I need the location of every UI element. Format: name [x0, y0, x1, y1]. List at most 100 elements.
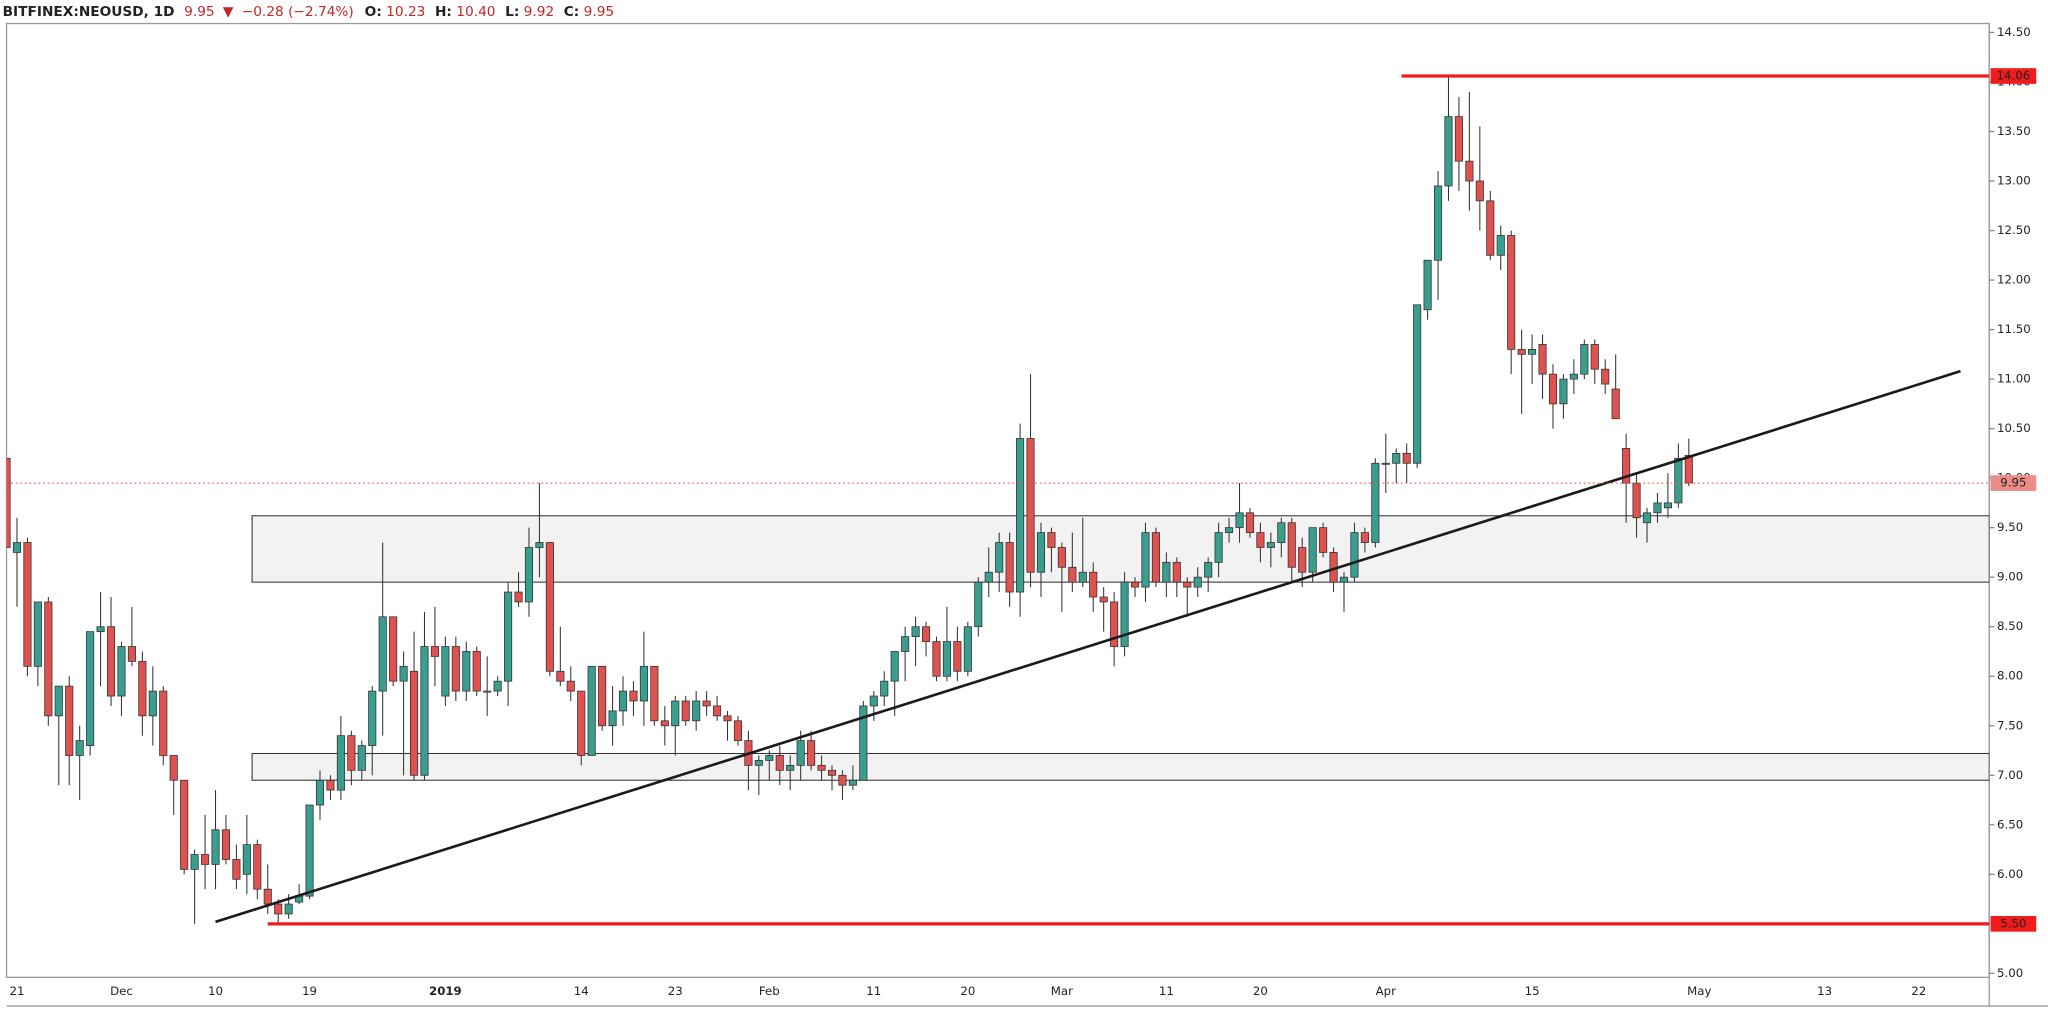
- candle-body: [921, 626, 931, 642]
- candle-body: [765, 755, 774, 761]
- level-label-box: [1990, 68, 2037, 84]
- candle-body: [127, 646, 136, 662]
- y-tick-label: 11.50: [1997, 322, 2031, 336]
- x-tick-label: 10: [208, 984, 223, 998]
- level-label: 5.50: [2000, 916, 2026, 930]
- candle-body: [1423, 259, 1432, 311]
- candle-body: [169, 755, 178, 781]
- change: −0.28 (−2.74%): [242, 4, 354, 20]
- candle-body: [963, 626, 972, 672]
- candle-body: [713, 705, 722, 717]
- candle-body: [901, 636, 910, 652]
- high-value: 10.40: [456, 4, 495, 20]
- x-tick-label: 2019: [429, 984, 462, 998]
- candle-body: [1089, 571, 1098, 598]
- candle-body: [368, 690, 377, 746]
- candle-body: [483, 690, 492, 693]
- candle-body: [848, 779, 857, 786]
- candle-body: [1350, 532, 1359, 578]
- candle-body: [786, 764, 795, 771]
- candle-body: [1151, 532, 1160, 583]
- candle-body: [1172, 561, 1181, 583]
- zone: [251, 752, 1990, 781]
- candle-body: [138, 660, 147, 717]
- candle-body: [1078, 571, 1087, 583]
- candle-body: [378, 616, 387, 692]
- candle-body: [1047, 532, 1056, 548]
- candle-body: [1465, 160, 1474, 182]
- open-value: 10.23: [386, 4, 425, 20]
- candle-body: [253, 844, 262, 890]
- candle-body: [1266, 542, 1275, 548]
- zone: [251, 515, 1990, 583]
- candle-body: [660, 720, 669, 727]
- candle-body: [1642, 512, 1652, 524]
- candle-body: [357, 745, 366, 771]
- candle-body: [1214, 532, 1223, 563]
- candle-body: [681, 700, 690, 722]
- candle-body: [1674, 457, 1683, 504]
- x-tick-label: 11: [866, 984, 881, 998]
- candle-body: [75, 740, 84, 756]
- y-tick-label: 9.00: [1997, 570, 2023, 584]
- y-tick-label: 12.50: [1997, 223, 2031, 237]
- candle-body: [65, 685, 74, 756]
- candle-body: [608, 710, 617, 727]
- close-value: 9.95: [584, 4, 615, 20]
- candle-body: [1632, 482, 1641, 519]
- candle-body: [733, 720, 743, 742]
- candle-body: [54, 685, 63, 717]
- candle-body: [671, 700, 680, 727]
- candle-body: [190, 854, 199, 870]
- candle-body: [1392, 452, 1401, 464]
- candle-body: [117, 646, 126, 697]
- candle-body: [1141, 532, 1150, 588]
- candle-body: [221, 829, 231, 860]
- candle-body: [859, 705, 868, 781]
- candle-body: [1319, 527, 1328, 553]
- candle-body: [1360, 532, 1369, 543]
- candle-body: [942, 641, 951, 677]
- candle-body: [1402, 452, 1411, 464]
- candle-body: [1433, 185, 1443, 261]
- candle-body: [451, 646, 460, 692]
- plot-area: [6, 74, 1990, 926]
- x-tick-label: 11: [1159, 984, 1174, 998]
- y-tick-label: 14.50: [1997, 25, 2031, 39]
- candle-body: [1036, 532, 1046, 573]
- candle-body: [33, 601, 42, 667]
- candle-body: [796, 740, 805, 766]
- x-tick-label: Mar: [1051, 984, 1073, 998]
- candle-body: [1486, 200, 1495, 256]
- open-label: O:: [365, 4, 382, 20]
- y-tick-label: 9.50: [1997, 520, 2023, 534]
- candle-body: [1413, 304, 1422, 464]
- candle-body: [242, 844, 251, 875]
- candle-body: [807, 740, 816, 766]
- y-tick-label: 10.50: [1997, 421, 2031, 435]
- candle-body: [493, 680, 502, 692]
- level-label-box: [1990, 916, 2037, 932]
- candle-body: [1287, 522, 1296, 568]
- candle-body: [1569, 373, 1578, 380]
- candle-body: [692, 700, 701, 722]
- candle-body: [148, 690, 157, 717]
- candle-body: [6, 457, 11, 548]
- candle-body: [953, 641, 962, 672]
- candle-body: [44, 601, 53, 717]
- last-price-box: [1990, 475, 2037, 491]
- candle-body: [1298, 547, 1307, 573]
- candle-body: [1528, 348, 1537, 355]
- last-price-label: 9.95: [2000, 476, 2026, 490]
- candle-body: [1120, 581, 1129, 647]
- candle-body: [556, 670, 565, 682]
- candle-body: [1517, 348, 1526, 355]
- candle-body: [723, 715, 732, 722]
- candle-body: [420, 646, 429, 776]
- candle-body: [514, 591, 523, 603]
- candle-body: [911, 626, 920, 638]
- candle-body: [827, 769, 837, 776]
- candle-body: [1590, 344, 1599, 370]
- candle-body: [1162, 561, 1171, 583]
- candle-body: [754, 760, 763, 766]
